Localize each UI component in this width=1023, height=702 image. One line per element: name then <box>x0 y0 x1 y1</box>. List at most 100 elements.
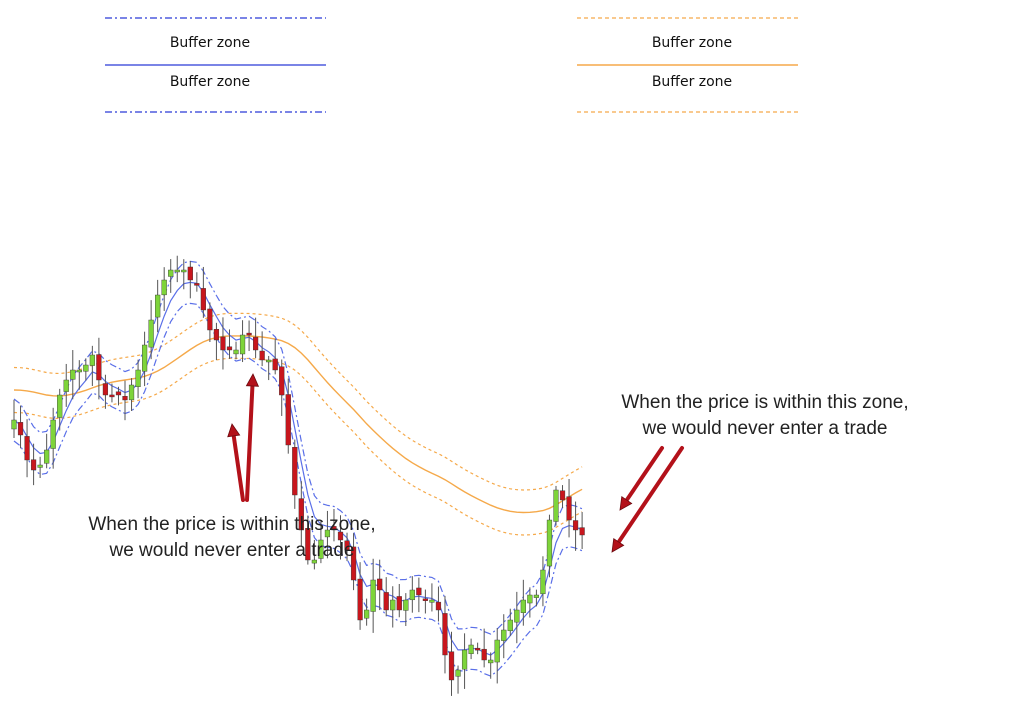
candle-body <box>122 396 128 401</box>
candle-body <box>370 579 376 612</box>
arrow-left-upper <box>245 373 260 502</box>
candle-body <box>422 598 428 601</box>
candle-body <box>357 578 363 621</box>
candle <box>194 272 200 292</box>
candle <box>96 337 102 400</box>
candle <box>337 515 344 560</box>
candle <box>409 576 415 613</box>
candle <box>161 267 167 311</box>
candle-body <box>220 336 226 351</box>
candle-body <box>448 651 455 681</box>
candle-body <box>141 344 148 372</box>
candle <box>135 359 141 399</box>
legend-fast-upper-label: Buffer zone <box>170 35 250 51</box>
candle-body <box>259 350 265 361</box>
candle-body <box>187 266 193 281</box>
candle <box>331 508 337 542</box>
candle-body <box>285 394 291 446</box>
candle-body <box>44 449 50 464</box>
annotation-right-line2: we would never enter a trade <box>641 418 887 439</box>
candle <box>122 380 128 421</box>
candle <box>83 358 89 381</box>
candle-body <box>76 369 82 373</box>
candle-body <box>57 394 63 418</box>
candle-body <box>461 649 468 670</box>
candle-body <box>253 336 259 351</box>
candle <box>44 433 50 469</box>
annotation-left: When the price is within this zone, we w… <box>88 514 375 561</box>
candle-body <box>213 329 220 341</box>
candle-body <box>155 294 161 318</box>
slow-lower-band-line <box>13 357 583 536</box>
annotation-left-line2: we would never enter a trade <box>108 540 354 561</box>
candle-body <box>226 346 233 351</box>
annotation-right: When the price is within this zone, we w… <box>621 392 908 439</box>
candle <box>115 386 122 406</box>
candle <box>213 322 220 361</box>
candle-body <box>546 519 553 567</box>
candle-body <box>533 594 540 598</box>
candle <box>128 378 135 411</box>
candle-body <box>318 539 324 559</box>
candle <box>442 595 448 674</box>
fast-lower-band-line <box>13 302 583 677</box>
candle-body <box>161 279 167 296</box>
candle <box>435 586 442 622</box>
candle <box>50 407 56 469</box>
candle <box>455 665 461 694</box>
candle-body <box>30 459 37 471</box>
candle <box>390 586 396 628</box>
candle <box>311 539 317 570</box>
legend-fast-lower-label: Buffer zone <box>170 74 250 90</box>
candle <box>501 614 507 659</box>
candle-body <box>279 366 285 396</box>
candle-body <box>435 601 442 611</box>
candle <box>155 279 161 333</box>
candle <box>566 479 572 538</box>
annotation-left-line1: When the price is within this zone, <box>88 514 375 535</box>
candle <box>520 579 526 626</box>
candle-body <box>494 639 500 663</box>
candle-body <box>102 383 109 396</box>
candle-body <box>488 659 494 664</box>
candle <box>461 633 468 689</box>
candle-body <box>507 619 513 632</box>
candle <box>187 261 193 299</box>
candle <box>285 378 291 454</box>
candle <box>253 317 259 359</box>
candle-body <box>135 369 141 387</box>
candle-body <box>331 526 337 531</box>
candle <box>416 577 422 613</box>
candle <box>109 383 115 403</box>
candle-body <box>514 609 520 623</box>
arrow-right-lower <box>611 446 684 553</box>
fast-upper-band-line <box>13 260 583 635</box>
candle-body <box>96 354 102 381</box>
candle-body <box>481 648 487 661</box>
candle <box>30 443 37 486</box>
candle-body <box>292 447 298 496</box>
candle <box>553 485 559 526</box>
arrow-right-upper <box>619 446 664 511</box>
arrow-left-lower <box>227 423 245 502</box>
candle <box>220 317 226 370</box>
candle <box>102 374 109 409</box>
candle <box>422 589 428 614</box>
candle <box>370 558 376 633</box>
candle-body <box>337 531 344 541</box>
candle <box>481 628 487 668</box>
annotation-right-line1: When the price is within this zone, <box>621 392 908 413</box>
candle-body <box>148 319 154 348</box>
candle <box>559 485 566 509</box>
candle <box>357 562 363 630</box>
candle-body <box>416 587 422 596</box>
candle <box>239 320 246 363</box>
candle <box>514 591 520 644</box>
candle-body <box>50 419 56 449</box>
candle-body <box>396 596 402 611</box>
candle-body <box>128 384 135 401</box>
candle-body <box>115 391 122 396</box>
candle <box>344 532 350 562</box>
candle-body <box>442 613 448 656</box>
candle-body <box>559 490 566 501</box>
